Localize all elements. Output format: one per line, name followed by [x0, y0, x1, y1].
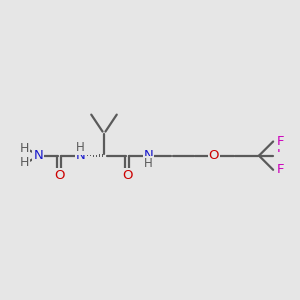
Text: F: F: [277, 135, 284, 148]
Text: O: O: [54, 169, 65, 182]
Text: N: N: [76, 149, 86, 162]
Text: N: N: [33, 149, 43, 162]
Text: O: O: [122, 169, 133, 182]
Text: F: F: [277, 163, 284, 176]
Text: O: O: [208, 149, 219, 162]
Text: H: H: [144, 157, 153, 170]
Text: H: H: [19, 156, 29, 169]
Text: F: F: [277, 142, 285, 155]
Text: N: N: [144, 149, 154, 162]
Text: H: H: [19, 142, 29, 155]
Text: H: H: [76, 141, 85, 154]
